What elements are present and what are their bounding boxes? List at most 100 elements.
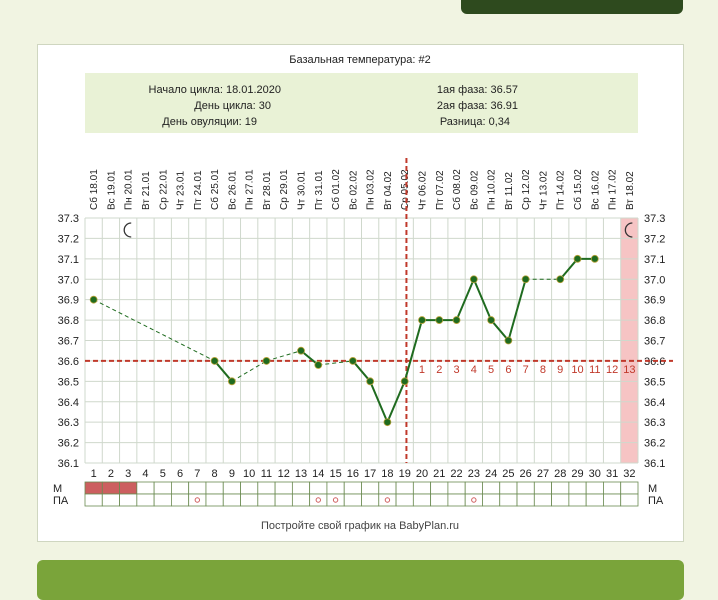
y-tick-right: 36.9	[644, 295, 665, 307]
y-tick-left: 36.7	[58, 336, 79, 348]
pa-row-label-right: ПА	[648, 495, 664, 507]
y-tick-left: 36.3	[58, 417, 79, 429]
date-label: Вт 21.01	[141, 171, 152, 210]
y-tick-right: 36.8	[644, 315, 665, 327]
date-label: Пт 24.01	[193, 170, 204, 210]
moon-shape	[624, 222, 633, 238]
phase-number: 10	[571, 364, 583, 376]
m-cell	[585, 481, 604, 495]
ovulation-day-text: День овуляции: 19	[162, 116, 257, 128]
pa-cell	[430, 493, 449, 507]
date-label: Вс 16.02	[590, 170, 601, 210]
y-tick-left: 36.4	[58, 397, 79, 409]
pa-cell	[447, 493, 466, 507]
phase-number: 11	[589, 364, 600, 376]
moon-icons	[123, 222, 633, 238]
day-number: 21	[433, 468, 445, 480]
day-number: 6	[177, 468, 183, 480]
series-segment	[386, 380, 406, 423]
pa-mark	[384, 497, 391, 503]
phase-number: 4	[471, 364, 477, 376]
moon-shape	[123, 222, 132, 238]
temp-point	[590, 254, 599, 263]
day-number: 8	[212, 468, 218, 480]
m-cell	[309, 481, 328, 495]
temp-point	[418, 316, 426, 324]
y-tick-left: 36.8	[58, 315, 79, 327]
pa-cell	[274, 493, 293, 507]
temp-point	[400, 377, 409, 386]
grid	[84, 217, 639, 464]
temp-point	[227, 377, 236, 386]
m-cell	[136, 481, 155, 495]
pa-mark	[315, 497, 321, 503]
m-cell	[84, 481, 103, 495]
date-label: Вс 26.01	[227, 170, 238, 210]
pa-cell	[257, 493, 276, 507]
date-label: Пт 31.01	[314, 170, 325, 210]
m-cell	[153, 481, 172, 495]
y-tick-left: 36.9	[58, 295, 79, 307]
date-label: Вс 19.01	[106, 170, 117, 210]
m-cell	[171, 481, 190, 495]
series-segment	[93, 299, 215, 362]
temp-point	[314, 361, 323, 369]
pa-cell	[291, 493, 311, 507]
temp-point	[435, 316, 444, 324]
y-tick-right: 36.4	[644, 397, 665, 409]
pa-cell	[516, 493, 535, 507]
top-dark-button[interactable]	[461, 0, 683, 14]
day-number: 18	[381, 468, 393, 480]
pa-cell	[326, 493, 345, 507]
date-label: Чт 06.02	[417, 171, 428, 210]
date-label: Ср 29.01	[279, 169, 290, 210]
y-tick-right: 36.2	[644, 438, 665, 450]
pa-cell	[499, 493, 518, 507]
series-segment	[369, 380, 389, 423]
pa-cell	[222, 493, 241, 507]
series-segment	[559, 258, 579, 280]
m-cell	[101, 481, 120, 495]
m-cell	[378, 481, 397, 495]
temp-point	[297, 346, 305, 355]
day-number: 5	[160, 468, 166, 480]
phase2-text: 2ая фаза: 36.91	[437, 100, 518, 112]
day-number: 20	[416, 468, 428, 480]
m-cell	[464, 481, 483, 495]
date-label: Пн 20.01	[124, 169, 135, 210]
day-number: 28	[554, 468, 566, 480]
m-cell	[222, 481, 241, 495]
m-cell	[188, 481, 207, 495]
footer-link[interactable]: Постройте свой график на BabyPlan.ru	[261, 520, 459, 532]
pa-mark	[194, 497, 201, 503]
m-cell	[119, 481, 138, 495]
pa-mark	[471, 497, 477, 503]
pa-cell	[171, 493, 190, 507]
y-tick-left: 36.2	[58, 438, 79, 450]
date-label: Вт 04.02	[383, 171, 394, 210]
date-label: Пн 10.02	[487, 169, 498, 210]
temp-point	[89, 295, 98, 304]
date-label: Чт 23.01	[176, 171, 187, 210]
day-number: 31	[606, 468, 618, 480]
phase-numbers: 1 2 3 4 5 6 7 8 9 10 11 12 13	[419, 364, 636, 376]
phase-number: 3	[453, 364, 459, 376]
pa-cell	[378, 493, 397, 507]
day-number: 17	[364, 468, 376, 480]
phase-number: 13	[623, 364, 635, 376]
y-tick-left: 37.2	[58, 233, 79, 245]
moon-icon	[123, 222, 132, 238]
m-cell	[447, 481, 466, 495]
pa-cell	[568, 493, 587, 507]
date-label: Ср 05.02	[400, 169, 411, 210]
date-label: Ср 22.01	[158, 169, 169, 210]
series-segment	[472, 278, 493, 321]
date-label: Сб 18.01	[88, 169, 100, 210]
date-label: Вт 11.02	[504, 172, 515, 210]
day-numbers: 1 2 3 4 5 6 7 8 9 10 11 12 13 14 15 16 17 18 19 20 21 22 23 24 2…	[91, 468, 636, 480]
pa-cell	[205, 493, 224, 507]
day-number: 23	[468, 468, 480, 480]
cycle-day-text: День цикла: 30	[194, 100, 271, 112]
date-label: Вс 02.02	[348, 170, 359, 210]
series-segment	[455, 278, 475, 321]
